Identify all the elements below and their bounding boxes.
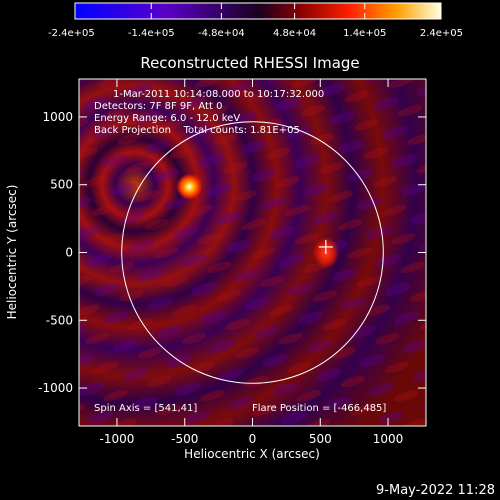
y-tick-label: 0: [65, 246, 73, 260]
noise-mottle: [79, 79, 426, 426]
y-tick-label: -500: [46, 313, 73, 327]
bright-source: [176, 173, 203, 200]
x-axis-ticks: -1000 -500 0 500 1000: [100, 79, 404, 446]
colorbar-tick-label: 2.4e+05: [420, 28, 463, 39]
colorbar-tick-label: -1.4e+05: [128, 28, 175, 39]
colorbar-gradient: [74, 2, 442, 20]
colorbar: -2.4e+05 -1.4e+05 -4.8e+04 4.8e+04 1.4e+05 2.…: [48, 2, 463, 39]
colorbar-tick-labels: -2.4e+05 -1.4e+05 -4.8e+04 4.8e+04 1.4e+05 2.…: [48, 28, 463, 39]
colorbar-tick-label: -2.4e+05: [48, 28, 95, 39]
info-time-range: 1-Mar-2011 10:14:08.000 to 10:17:32.000: [113, 89, 324, 100]
solar-limb-circle: [121, 121, 384, 384]
x-tick-label: 1000: [373, 432, 404, 446]
colorbar-tick-label: 4.8e+04: [273, 28, 316, 39]
colorbar-tick-label: -4.8e+04: [198, 28, 245, 39]
flare-position-text: Flare Position = [-466,485]: [252, 403, 386, 414]
x-tick-label: 0: [249, 432, 257, 446]
plot-title: Reconstructed RHESSI Image: [140, 54, 359, 72]
flare-marker-cross: [318, 239, 333, 254]
spin-axis-text: Spin Axis = [541,41]: [94, 403, 197, 414]
y-axis-ticks: 1000 500 0 -500 -1000: [38, 110, 426, 395]
date-stamp: 9-May-2022 11:28: [376, 483, 495, 498]
y-axis-label: Heliocentric Y (arcsec): [5, 185, 19, 320]
info-energy-range: Energy Range: 6.0 - 12.0 keV: [94, 113, 240, 124]
x-tick-label: -1000: [100, 432, 135, 446]
colorbar-tick-label: 1.4e+05: [343, 28, 386, 39]
x-tick-label: 500: [309, 432, 332, 446]
x-tick-label: -500: [171, 432, 198, 446]
info-detectors: Detectors: 7F 8F 9F, Att 0: [94, 101, 222, 112]
x-axis-label: Heliocentric X (arcsec): [184, 447, 320, 461]
y-tick-label: -1000: [38, 381, 73, 395]
image-panel: [79, 79, 426, 426]
info-method-counts: Back Projection Total counts: 1.81E+05: [94, 125, 300, 136]
colorbar-ticks: [74, 3, 442, 19]
y-tick-label: 1000: [42, 110, 73, 124]
y-tick-label: 500: [50, 178, 73, 192]
